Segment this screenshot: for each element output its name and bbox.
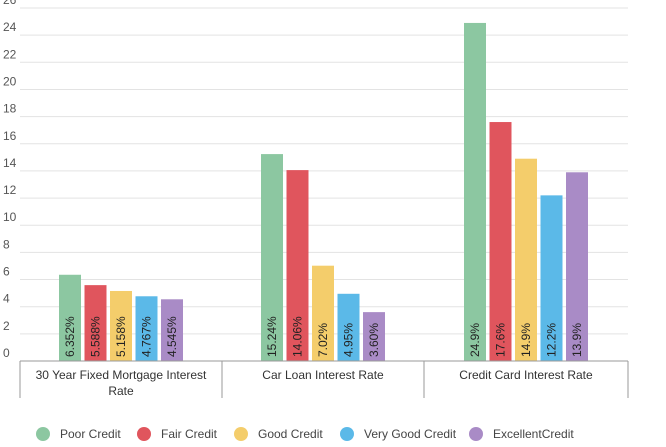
y-tick-label-26: 26 (3, 0, 17, 7)
legend-marker-1 (137, 427, 151, 441)
legend-label-4: ExcellentCredit (493, 427, 574, 441)
y-tick-label-18: 18 (3, 102, 17, 116)
bar-0-3 (135, 296, 158, 361)
data-label-0-3: 4.767% (140, 316, 154, 357)
data-label-2-1: 17.6% (494, 323, 508, 357)
y-tick-label-6: 6 (3, 265, 10, 279)
legend-label-2: Good Credit (258, 427, 323, 441)
y-tick-label-2: 2 (3, 319, 10, 333)
category-label-1-0: Car Loan Interest Rate (262, 368, 384, 382)
data-label-0-2: 5.158% (114, 316, 128, 357)
data-label-1-0: 15.24% (265, 316, 279, 357)
y-tick-label-4: 4 (3, 292, 10, 306)
legend-marker-3 (340, 427, 354, 441)
bars (59, 22, 588, 362)
bar-1-3 (337, 293, 360, 361)
bar-1-4 (363, 312, 385, 361)
y-tick-label-10: 10 (3, 210, 17, 224)
category-label-2-0: Credit Card Interest Rate (459, 368, 593, 382)
data-labels: 6.352% 5.588% 5.158% 4.767% 4.545% 15.24% 14.0… (63, 316, 584, 357)
y-tick-label-16: 16 (3, 129, 17, 143)
data-label-2-2: 14.9% (519, 323, 533, 357)
category-label-0-1: Rate (108, 384, 134, 398)
y-tick-label-14: 14 (3, 156, 17, 170)
x-axis: 30 Year Fixed Mortgage Interest Rate Car L… (19, 360, 629, 398)
y-tick-label-20: 20 (3, 74, 17, 88)
bar-0-0 (59, 274, 81, 361)
legend-marker-4 (469, 427, 483, 441)
bar-2-1 (489, 122, 512, 362)
y-tick-label-8: 8 (3, 237, 10, 251)
gridlines (20, 7, 628, 335)
y-tick-label-22: 22 (3, 47, 17, 61)
data-label-0-4: 4.545% (165, 316, 179, 357)
legend-marker-0 (36, 427, 50, 441)
bar-0-4 (161, 299, 183, 361)
bar-2-3 (540, 195, 563, 361)
legend-marker-2 (234, 427, 248, 441)
bar-2-2 (515, 158, 537, 361)
data-label-1-1: 14.06% (291, 316, 305, 357)
data-label-0-1: 5.588% (89, 316, 103, 357)
data-label-2-3: 12.2% (545, 323, 559, 357)
category-label-0-0: 30 Year Fixed Mortgage Interest (36, 368, 207, 382)
legend: Poor Credit Fair Credit Good Credit Very Go… (36, 427, 574, 441)
y-tick-label-0: 0 (3, 346, 10, 360)
data-label-0-0: 6.352% (63, 316, 77, 357)
y-tick-label-24: 24 (3, 20, 17, 34)
legend-label-1: Fair Credit (161, 427, 218, 441)
bar-0-1 (84, 285, 107, 361)
data-label-1-2: 7.02% (316, 323, 330, 357)
bar-2-0 (464, 22, 486, 361)
data-label-2-4: 13.9% (570, 323, 584, 357)
bar-1-0 (261, 154, 283, 361)
data-label-1-3: 4.95% (342, 323, 356, 357)
data-label-1-4: 3.60% (367, 323, 381, 357)
bar-1-1 (286, 170, 309, 361)
bar-2-4 (566, 172, 588, 361)
legend-label-3: Very Good Credit (364, 427, 457, 441)
legend-label-0: Poor Credit (60, 427, 121, 441)
bar-0-2 (110, 290, 132, 361)
bar-1-2 (312, 265, 334, 361)
y-tick-label-12: 12 (3, 183, 17, 197)
data-label-2-0: 24.9% (468, 323, 482, 357)
